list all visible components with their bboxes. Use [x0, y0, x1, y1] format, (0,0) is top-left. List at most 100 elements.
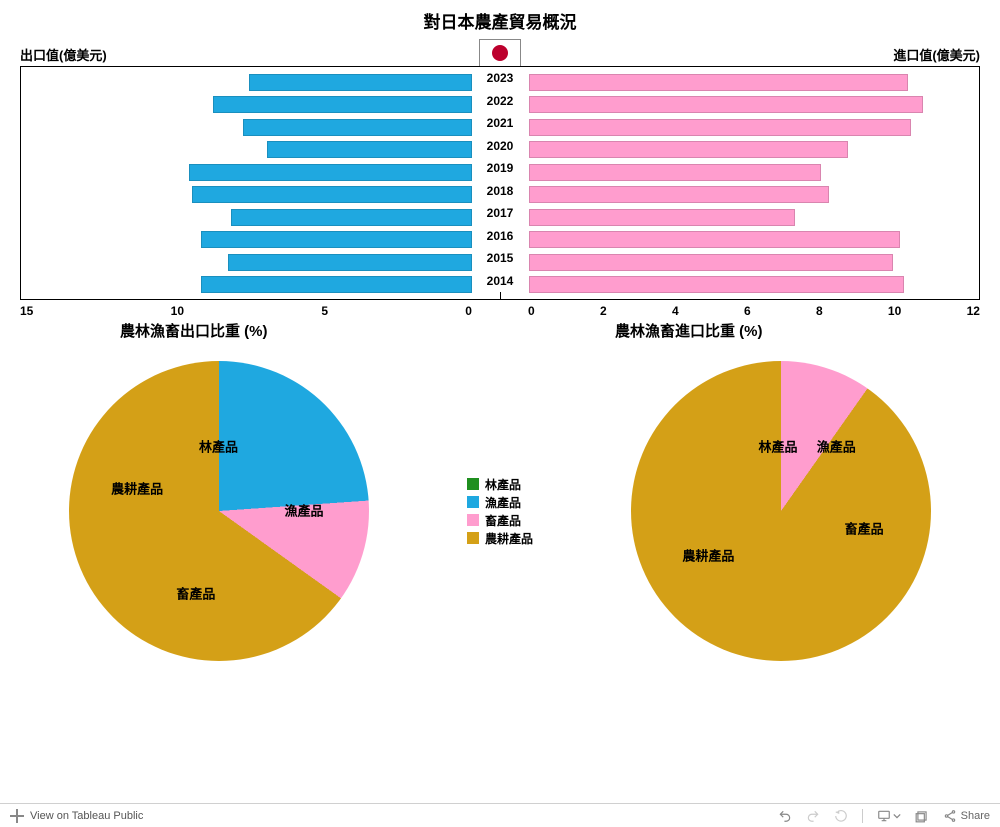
import-bar[interactable] — [529, 231, 901, 248]
import-bar-row — [501, 229, 980, 252]
toolbar-divider — [862, 809, 863, 823]
pie-slice-label: 林產品 — [759, 437, 798, 456]
legend-label: 林產品 — [485, 476, 521, 493]
export-bar-row — [21, 71, 500, 94]
pyramid-chart: 2023202220212020201920182017201620152014 — [20, 66, 980, 300]
import-bar-row — [501, 161, 980, 184]
import-pie-chart: 林產品漁產品畜產品農耕產品 — [631, 361, 931, 661]
export-bar[interactable] — [189, 164, 471, 181]
legend-label: 農耕產品 — [485, 530, 533, 547]
export-bar[interactable] — [201, 231, 471, 248]
pie-area: 林產品漁產品畜產品農耕產品 林產品漁產品畜產品農耕產品 林產品漁產品畜產品農耕產… — [0, 361, 1000, 661]
share-label: Share — [961, 810, 990, 822]
legend-swatch — [467, 532, 479, 544]
year-axis: 2023202220212020201920182017201620152014 — [475, 67, 525, 292]
import-bars — [501, 67, 980, 299]
axis-tick: 5 — [321, 304, 328, 318]
axis-tick: 2 — [600, 304, 607, 318]
export-pie-chart: 林產品漁產品畜產品 農耕產品 — [69, 361, 369, 661]
pie-slice-label: 畜產品 — [176, 583, 215, 602]
year-label: 2020 — [475, 135, 525, 158]
import-axis: 024681012 — [500, 304, 980, 318]
axis-tick: 6 — [744, 304, 751, 318]
import-bar-row — [501, 139, 980, 162]
year-label: 2022 — [475, 90, 525, 113]
export-bar-row — [21, 94, 500, 117]
pie-slice-label: 農耕產品 — [682, 546, 734, 565]
export-bar-row — [21, 184, 500, 207]
axis-tick: 4 — [672, 304, 679, 318]
pie-slice-label: 漁產品 — [284, 501, 323, 520]
pie-title-right: 農林漁畜進口比重 (%) — [485, 320, 980, 341]
export-bar[interactable] — [267, 141, 471, 158]
reset-button[interactable] — [834, 809, 848, 823]
fullscreen-button[interactable] — [915, 809, 929, 823]
export-bar-row — [21, 139, 500, 162]
import-bar[interactable] — [529, 119, 912, 136]
pie-slice-label: 畜產品 — [845, 519, 884, 538]
legend-swatch — [467, 496, 479, 508]
legend-item[interactable]: 畜產品 — [467, 512, 533, 529]
year-label: 2018 — [475, 180, 525, 203]
legend-label: 畜產品 — [485, 512, 521, 529]
export-bar-row — [21, 229, 500, 252]
import-bar-row — [501, 206, 980, 229]
import-bar-row — [501, 274, 980, 297]
year-label: 2023 — [475, 67, 525, 90]
export-bar-row — [21, 274, 500, 297]
import-bar[interactable] — [529, 209, 796, 226]
year-label: 2014 — [475, 270, 525, 293]
view-on-tableau-link[interactable]: View on Tableau Public — [30, 810, 143, 822]
pie-legend: 林產品漁產品畜產品農耕產品 — [467, 475, 533, 548]
year-label: 2017 — [475, 202, 525, 225]
year-label: 2019 — [475, 157, 525, 180]
import-bar[interactable] — [529, 96, 923, 113]
import-bar[interactable] — [529, 141, 848, 158]
undo-button[interactable] — [778, 809, 792, 823]
export-bar[interactable] — [228, 254, 471, 271]
export-subtitle: 出口值(億美元) — [20, 45, 107, 64]
export-bar[interactable] — [201, 276, 471, 293]
legend-item[interactable]: 農耕產品 — [467, 530, 533, 547]
pie-slice-label: 農耕產品 — [111, 478, 163, 497]
export-bar[interactable] — [231, 209, 471, 226]
pie-title-left: 農林漁畜出口比重 (%) — [20, 320, 485, 341]
import-bar[interactable] — [529, 164, 822, 181]
page-title: 對日本農產貿易概況 — [0, 0, 1000, 33]
device-button[interactable] — [877, 809, 901, 823]
axis-tick: 12 — [967, 304, 980, 318]
export-bar[interactable] — [213, 96, 471, 113]
japan-flag-icon — [479, 39, 521, 67]
axis-tick: 8 — [816, 304, 823, 318]
export-axis: 151050 — [20, 304, 500, 318]
legend-item[interactable]: 林產品 — [467, 476, 533, 493]
legend-label: 漁產品 — [485, 494, 521, 511]
import-bar[interactable] — [529, 254, 893, 271]
year-label: 2021 — [475, 112, 525, 135]
x-axis: 151050 024681012 — [20, 304, 980, 318]
share-button[interactable]: Share — [943, 809, 990, 823]
import-bar[interactable] — [529, 276, 904, 293]
import-bar-row — [501, 116, 980, 139]
redo-button[interactable] — [806, 809, 820, 823]
legend-swatch — [467, 514, 479, 526]
export-bar-row — [21, 116, 500, 139]
import-bar[interactable] — [529, 186, 829, 203]
export-bar-row — [21, 251, 500, 274]
tableau-toolbar: View on Tableau Public Share — [0, 803, 1000, 827]
export-bar[interactable] — [249, 74, 471, 91]
import-bar[interactable] — [529, 74, 908, 91]
legend-item[interactable]: 漁產品 — [467, 494, 533, 511]
import-bar-row — [501, 184, 980, 207]
export-bar[interactable] — [243, 119, 471, 136]
import-bar-row — [501, 251, 980, 274]
import-bar-row — [501, 71, 980, 94]
export-bar-row — [21, 161, 500, 184]
export-bar[interactable] — [192, 186, 471, 203]
axis-tick: 0 — [465, 304, 472, 318]
pie-titles: 農林漁畜出口比重 (%) 農林漁畜進口比重 (%) — [20, 320, 980, 341]
axis-tick: 10 — [171, 304, 184, 318]
axis-tick: 0 — [528, 304, 535, 318]
pie-slice-label: 林產品 — [199, 437, 238, 456]
export-bars — [21, 67, 501, 299]
